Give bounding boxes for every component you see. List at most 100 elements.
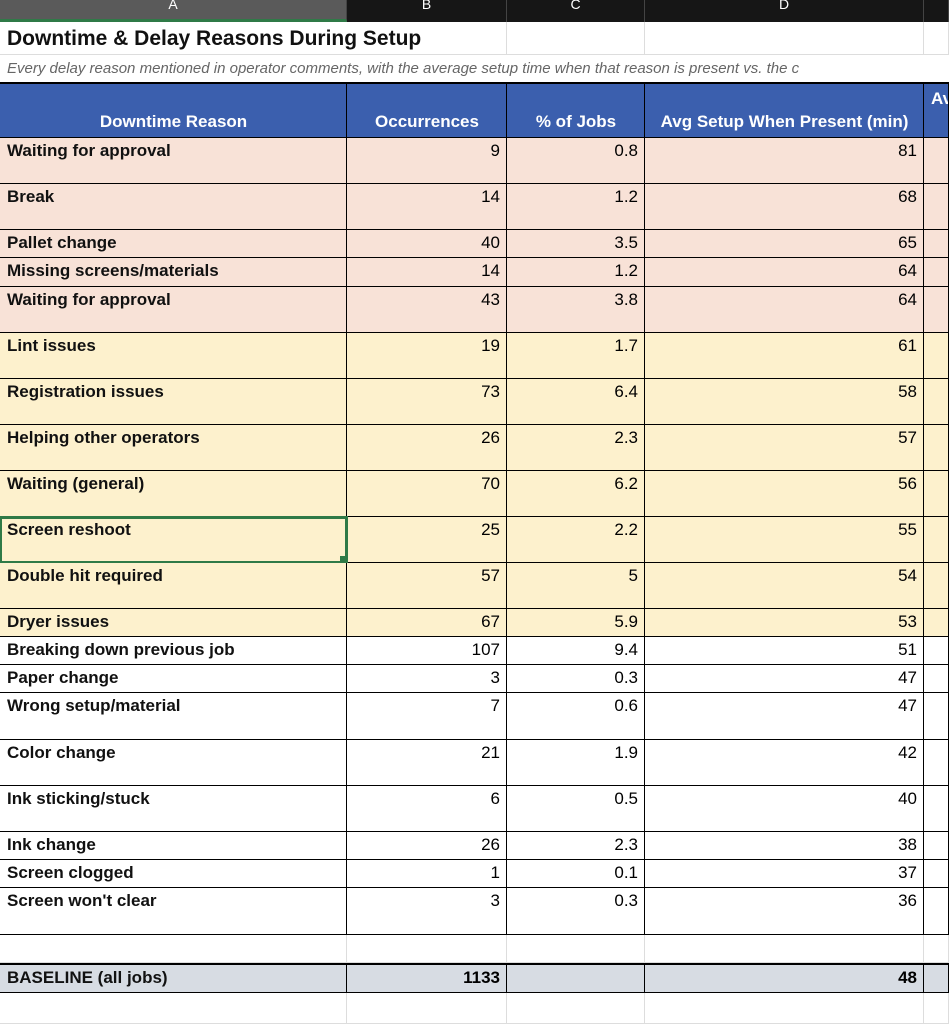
- cell[interactable]: [0, 935, 347, 963]
- reason-cell[interactable]: Screen clogged: [0, 860, 347, 888]
- avg-setup-cell[interactable]: 47: [645, 693, 924, 740]
- sheet-subtitle[interactable]: Every delay reason mentioned in operator…: [0, 55, 949, 84]
- occurrences-cell[interactable]: 40: [347, 230, 507, 258]
- occurrences-cell[interactable]: 14: [347, 184, 507, 230]
- occurrences-cell[interactable]: 3: [347, 665, 507, 693]
- cell[interactable]: [645, 993, 924, 1024]
- occurrences-cell[interactable]: 70: [347, 471, 507, 517]
- pct-jobs-cell[interactable]: 0.5: [507, 786, 645, 832]
- cell[interactable]: [347, 22, 507, 55]
- occurrences-cell[interactable]: 6: [347, 786, 507, 832]
- cell[interactable]: [924, 138, 949, 184]
- header-occurrences[interactable]: Occurrences: [347, 84, 507, 138]
- reason-cell[interactable]: Helping other operators: [0, 425, 347, 471]
- pct-jobs-cell[interactable]: 0.3: [507, 888, 645, 935]
- reason-cell[interactable]: Screen reshoot: [0, 516, 348, 564]
- avg-setup-cell[interactable]: 42: [645, 740, 924, 786]
- avg-setup-cell[interactable]: 51: [645, 637, 924, 665]
- avg-setup-cell[interactable]: 64: [645, 287, 924, 333]
- occurrences-cell[interactable]: 107: [347, 637, 507, 665]
- reason-cell[interactable]: Breaking down previous job: [0, 637, 347, 665]
- avg-setup-cell[interactable]: 55: [645, 517, 924, 563]
- baseline-avg[interactable]: 48: [645, 963, 924, 993]
- reason-cell[interactable]: Missing screens/materials: [0, 258, 347, 287]
- cell[interactable]: [924, 832, 949, 860]
- pct-jobs-cell[interactable]: 9.4: [507, 637, 645, 665]
- occurrences-cell[interactable]: 26: [347, 425, 507, 471]
- pct-jobs-cell[interactable]: 5: [507, 563, 645, 609]
- pct-jobs-cell[interactable]: 0.3: [507, 665, 645, 693]
- cell[interactable]: [924, 665, 949, 693]
- pct-jobs-cell[interactable]: 6.4: [507, 379, 645, 425]
- pct-jobs-cell[interactable]: 2.3: [507, 425, 645, 471]
- avg-setup-cell[interactable]: 53: [645, 609, 924, 637]
- cell[interactable]: [924, 425, 949, 471]
- avg-setup-cell[interactable]: 64: [645, 258, 924, 287]
- avg-setup-cell[interactable]: 36: [645, 888, 924, 935]
- pct-jobs-cell[interactable]: 2.3: [507, 832, 645, 860]
- reason-cell[interactable]: Waiting (general): [0, 471, 347, 517]
- cell[interactable]: [924, 563, 949, 609]
- reason-cell[interactable]: Wrong setup/material: [0, 693, 347, 740]
- cell[interactable]: [507, 22, 645, 55]
- reason-cell[interactable]: Double hit required: [0, 563, 347, 609]
- cell[interactable]: [507, 935, 645, 963]
- cell[interactable]: [924, 740, 949, 786]
- cell[interactable]: [924, 471, 949, 517]
- column-header-e[interactable]: [924, 0, 949, 22]
- cell[interactable]: [924, 637, 949, 665]
- avg-setup-cell[interactable]: 61: [645, 333, 924, 379]
- occurrences-cell[interactable]: 9: [347, 138, 507, 184]
- cell[interactable]: [924, 786, 949, 832]
- reason-cell[interactable]: Ink change: [0, 832, 347, 860]
- cell[interactable]: [924, 22, 949, 55]
- occurrences-cell[interactable]: 1: [347, 860, 507, 888]
- reason-cell[interactable]: Color change: [0, 740, 347, 786]
- header-downtime-reason[interactable]: Downtime Reason: [0, 84, 347, 138]
- reason-cell[interactable]: Dryer issues: [0, 609, 347, 637]
- occurrences-cell[interactable]: 43: [347, 287, 507, 333]
- cell[interactable]: [347, 993, 507, 1024]
- cell[interactable]: [924, 333, 949, 379]
- occurrences-cell[interactable]: 25: [347, 517, 507, 563]
- occurrences-cell[interactable]: 57: [347, 563, 507, 609]
- cell[interactable]: [924, 184, 949, 230]
- cell[interactable]: [347, 935, 507, 963]
- avg-setup-cell[interactable]: 38: [645, 832, 924, 860]
- header-col-e[interactable]: Av: [924, 84, 949, 138]
- cell[interactable]: [645, 935, 924, 963]
- baseline-occurrences[interactable]: 1133: [347, 963, 507, 993]
- occurrences-cell[interactable]: 26: [347, 832, 507, 860]
- pct-jobs-cell[interactable]: 1.7: [507, 333, 645, 379]
- cell[interactable]: [924, 963, 949, 993]
- avg-setup-cell[interactable]: 37: [645, 860, 924, 888]
- cell[interactable]: [645, 22, 924, 55]
- pct-jobs-cell[interactable]: 3.8: [507, 287, 645, 333]
- avg-setup-cell[interactable]: 65: [645, 230, 924, 258]
- pct-jobs-cell[interactable]: 1.2: [507, 184, 645, 230]
- reason-cell[interactable]: Screen won't clear: [0, 888, 347, 935]
- pct-jobs-cell[interactable]: 1.9: [507, 740, 645, 786]
- occurrences-cell[interactable]: 14: [347, 258, 507, 287]
- reason-cell[interactable]: Waiting for approval: [0, 138, 347, 184]
- pct-jobs-cell[interactable]: 2.2: [507, 517, 645, 563]
- occurrences-cell[interactable]: 73: [347, 379, 507, 425]
- avg-setup-cell[interactable]: 47: [645, 665, 924, 693]
- cell[interactable]: [924, 379, 949, 425]
- occurrences-cell[interactable]: 3: [347, 888, 507, 935]
- pct-jobs-cell[interactable]: 0.6: [507, 693, 645, 740]
- avg-setup-cell[interactable]: 58: [645, 379, 924, 425]
- occurrences-cell[interactable]: 21: [347, 740, 507, 786]
- reason-cell[interactable]: Registration issues: [0, 379, 347, 425]
- cell[interactable]: [0, 993, 347, 1024]
- avg-setup-cell[interactable]: 68: [645, 184, 924, 230]
- reason-cell[interactable]: Pallet change: [0, 230, 347, 258]
- baseline-label[interactable]: BASELINE (all jobs): [0, 963, 347, 993]
- cell[interactable]: [924, 888, 949, 935]
- cell[interactable]: [507, 993, 645, 1024]
- reason-cell[interactable]: Ink sticking/stuck: [0, 786, 347, 832]
- column-header-a[interactable]: A: [0, 0, 347, 22]
- sheet-title[interactable]: Downtime & Delay Reasons During Setup: [0, 22, 421, 55]
- occurrences-cell[interactable]: 19: [347, 333, 507, 379]
- cell[interactable]: [924, 935, 949, 963]
